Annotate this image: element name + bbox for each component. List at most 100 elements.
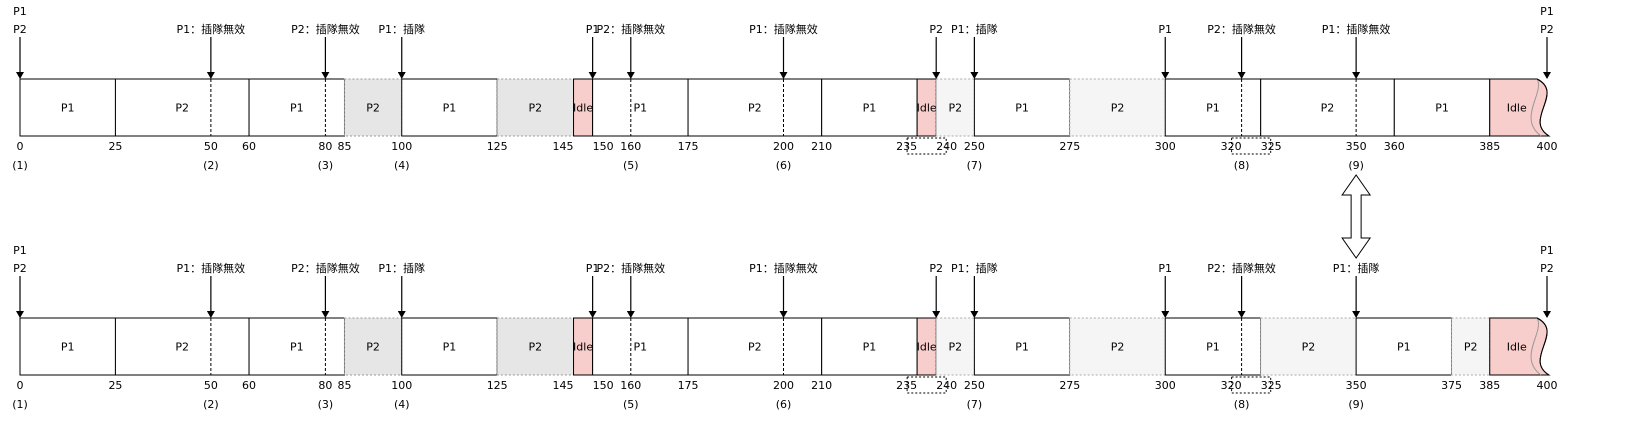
step-label: (7): [967, 398, 983, 411]
event-label: P1: [586, 23, 600, 36]
event-label: P2: [1540, 23, 1554, 36]
event-label: P2: [13, 23, 27, 36]
segment-label: Idle: [1507, 102, 1527, 115]
tick-label: 85: [337, 140, 351, 153]
segment-label: P2: [366, 102, 380, 115]
tick-label: 85: [337, 379, 351, 392]
tick-label: 150: [593, 140, 614, 153]
tick-label: 100: [391, 140, 412, 153]
segment-label: P1: [1206, 102, 1220, 115]
tick-label: 210: [811, 379, 832, 392]
tick-label: 385: [1479, 140, 1500, 153]
event-label: P2：插隊無效: [1207, 22, 1276, 36]
segment-label: P1: [634, 102, 648, 115]
segment-label: P1: [863, 102, 877, 115]
segment-label: P2: [748, 102, 762, 115]
tick-label: 60: [242, 140, 256, 153]
tick-label: 175: [678, 140, 699, 153]
tick-label: 160: [620, 140, 641, 153]
timeline-2: P1 P2 P1 P2 P1 P2 Idle P1 P2 P1 Idle P2 P1 P2 P1 P2 P1 P2…: [12, 244, 1557, 411]
segment-p1: [19, 317, 116, 376]
step-label: (4): [394, 159, 410, 172]
event-label: P1：插隊無效: [177, 22, 246, 36]
tick-label: 275: [1059, 379, 1080, 392]
tick-label: 25: [108, 140, 122, 153]
tick-label: 160: [620, 379, 641, 392]
segment-p1: [248, 78, 345, 137]
segment-p1: [401, 317, 498, 376]
segment-p2: [114, 317, 250, 376]
segment-label: P1: [290, 102, 304, 115]
segment-p1: [19, 78, 116, 137]
tick-label: 145: [553, 140, 574, 153]
segment-p1: [821, 78, 918, 137]
event-label: P1: [586, 262, 600, 275]
step-label: (1): [12, 159, 28, 172]
torn-edge: [1530, 317, 1542, 376]
segment-label: P1: [1015, 102, 1029, 115]
step-label: (8): [1234, 398, 1250, 411]
segment-p2: [687, 317, 823, 376]
event-label: P1: [1540, 244, 1554, 257]
segment-p2: [114, 78, 250, 137]
tick-label: 275: [1059, 140, 1080, 153]
segment-label: P2: [1464, 341, 1478, 354]
tick-label: 375: [1441, 379, 1462, 392]
segment-label: P1: [863, 341, 877, 354]
segment-p1: [973, 317, 1071, 376]
step-label: (6): [776, 398, 792, 411]
segment-p2: [687, 78, 823, 137]
event-label: P1: [13, 5, 27, 18]
segment-label: P2: [1302, 341, 1316, 354]
segment-p1: [1393, 78, 1491, 137]
tick-label: 320: [1221, 140, 1242, 153]
tick-label: 200: [773, 379, 794, 392]
segment-p2: [1069, 78, 1166, 137]
tick-label: 350: [1346, 140, 1367, 153]
tick-label: 100: [391, 379, 412, 392]
tick-label: 400: [1537, 379, 1558, 392]
torn-edge-outline: [1536, 317, 1550, 376]
step-label: (5): [623, 159, 639, 172]
segment-label: Idle: [573, 341, 593, 354]
segment-label: Idle: [917, 102, 937, 115]
tick-label: 240: [936, 379, 957, 392]
segment-p2: [1260, 78, 1395, 137]
compare-double-arrow-icon: [1341, 174, 1372, 259]
segment-label: P2: [175, 341, 189, 354]
segment-p1: [1164, 78, 1262, 137]
segment-p1: [401, 78, 498, 137]
event-label: P2: [1540, 262, 1554, 275]
tick-label: 80: [318, 379, 332, 392]
tick-label: 235: [896, 140, 917, 153]
tick-label: 145: [553, 379, 574, 392]
step-label: (3): [318, 159, 334, 172]
event-label: P2：插隊無效: [291, 261, 360, 275]
event-label: P2：插隊無效: [596, 22, 665, 36]
step-label: (2): [203, 159, 219, 172]
segment-p2: [1451, 317, 1491, 376]
event-label: P1：插隊: [378, 261, 425, 275]
segment-p1: [592, 78, 689, 137]
tick-label: 125: [487, 140, 508, 153]
step-label: (5): [623, 398, 639, 411]
segment-label: P1: [61, 341, 75, 354]
tick-label: 250: [964, 379, 985, 392]
segment-p2: [1260, 317, 1357, 376]
segment-label: P2: [1321, 102, 1335, 115]
segment-label: P1: [443, 341, 457, 354]
step-label: (3): [318, 398, 334, 411]
tick-label: 60: [242, 379, 256, 392]
segment-label: Idle: [1507, 341, 1527, 354]
event-label: P1：插隊無效: [177, 261, 246, 275]
segment-label: P2: [948, 341, 962, 354]
timeline-1: P1 P2 P1 P2 P1 P2 Idle P1 P2 P1 Idle P2 P1 P2 P1 P2 P1 Id…: [12, 5, 1557, 172]
segment-label: P2: [1111, 341, 1125, 354]
segment-p2: [343, 317, 403, 376]
segment-p2: [935, 317, 975, 376]
tick-label: 0: [17, 140, 24, 153]
tick-label: 250: [964, 140, 985, 153]
event-label: P2: [13, 262, 27, 275]
tick-label: 400: [1537, 140, 1558, 153]
